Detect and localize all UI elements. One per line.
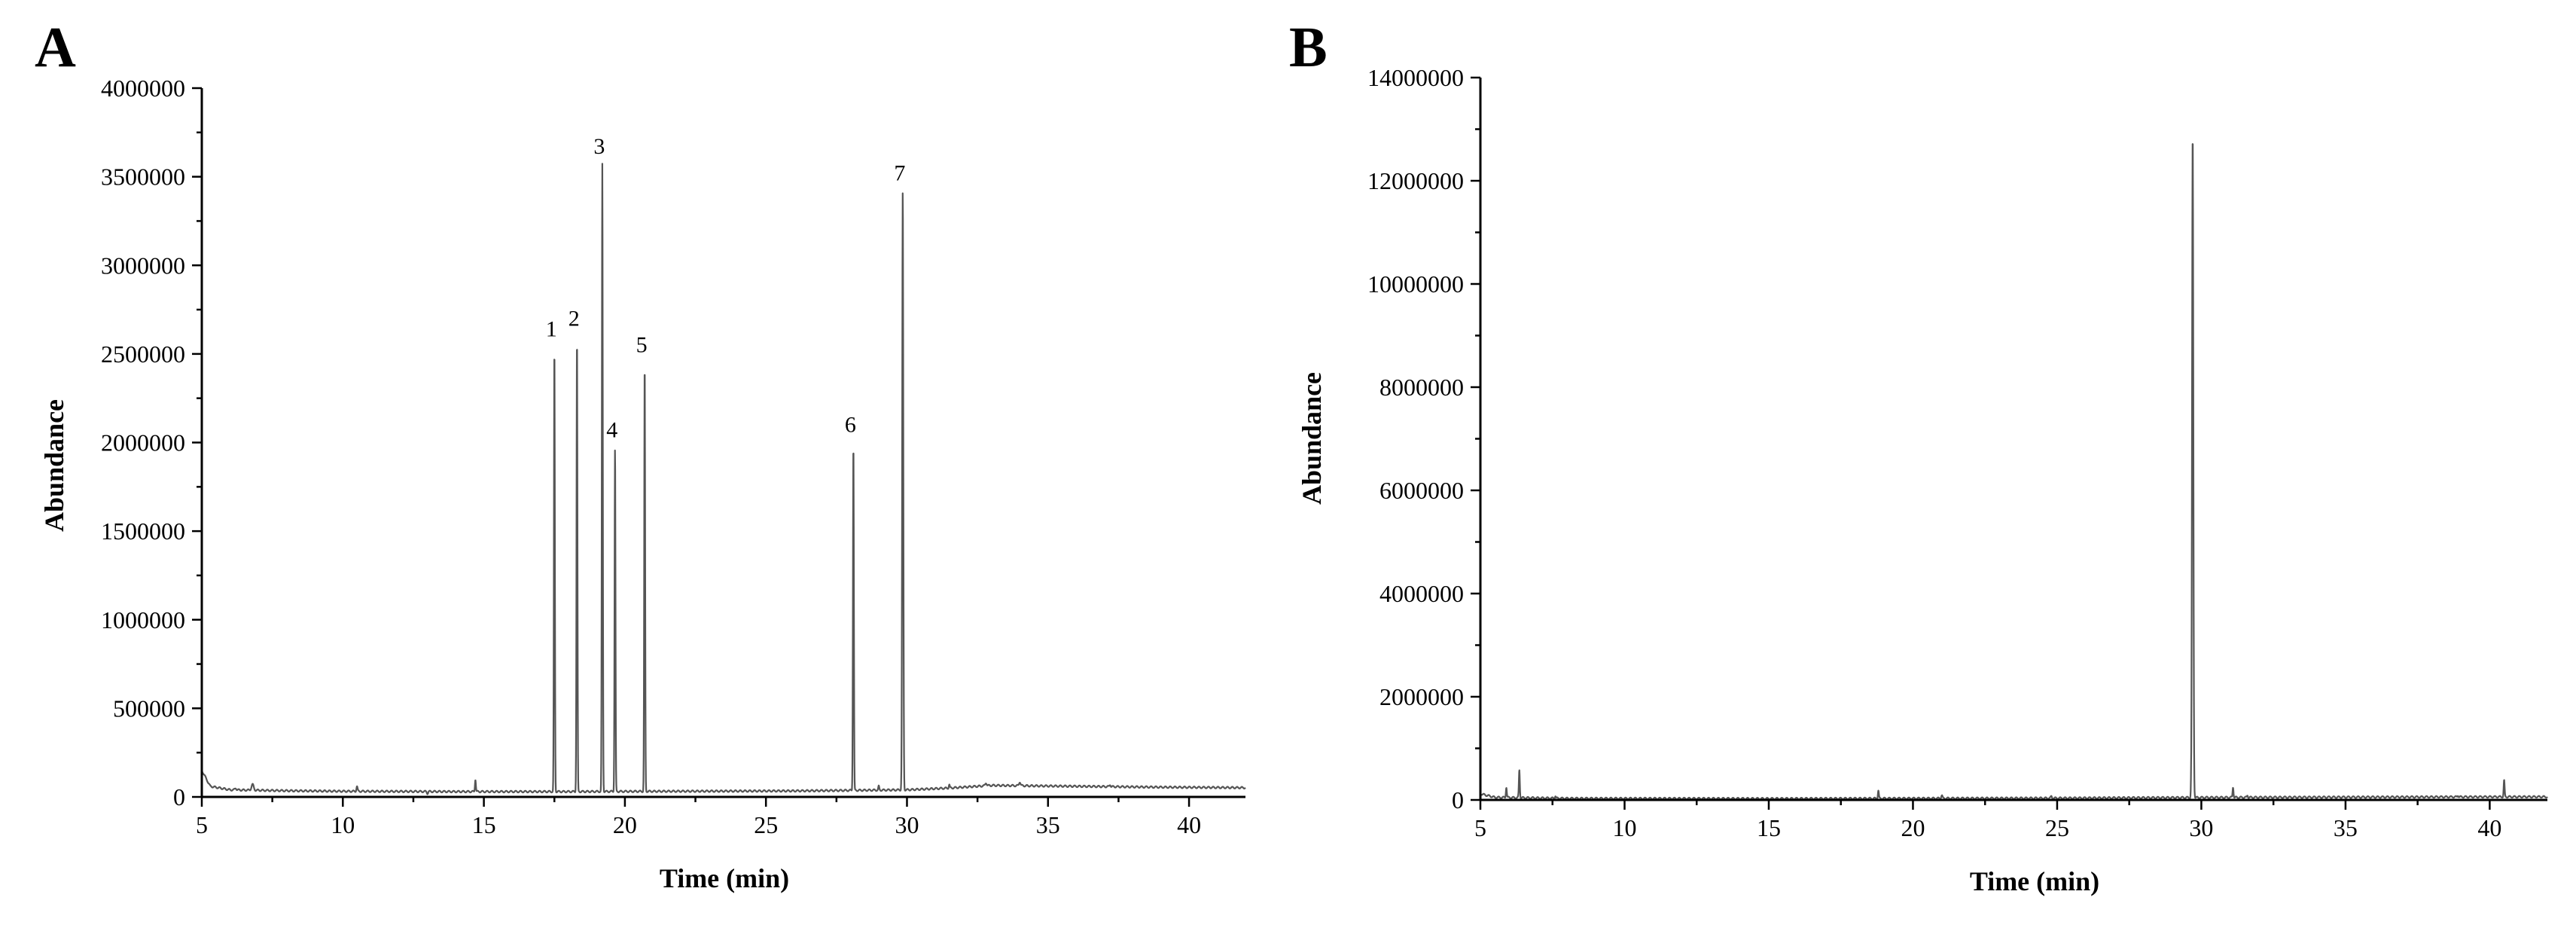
panel-b-x-axis-title: Time (min) — [1970, 866, 2099, 896]
panel-a-y-tick-label: 0 — [173, 783, 185, 810]
panel-b-x-tick-label: 40 — [2477, 814, 2501, 841]
panel-b: B 0 2000000 4000000 6000000 8000000 10000000 1… — [1289, 16, 2548, 896]
panel-a-peak-label: 7 — [894, 160, 905, 185]
panel-b-chromatogram-trace — [1480, 143, 2548, 801]
panel-b-x-tick-label: 30 — [2189, 814, 2213, 841]
panel-b-y-tick-label: 4000000 — [1379, 580, 1464, 607]
panel-a-y-tick-label: 500000 — [113, 694, 185, 722]
panel-a-y-tick-label: 4000000 — [101, 75, 185, 102]
panel-b-ticks — [1471, 76, 2491, 810]
panel-a-x-axis-title: Time (min) — [660, 863, 789, 893]
panel-a-y-tick-label: 1000000 — [101, 606, 185, 633]
panel-a-ticks — [192, 87, 1190, 807]
panel-a-y-tick-label: 2000000 — [101, 429, 185, 456]
panel-a-y-tick-label: 3500000 — [101, 163, 185, 191]
panel-a-x-tick-label: 40 — [1177, 811, 1201, 838]
panel-a-y-tick-label: 3000000 — [101, 252, 185, 279]
panel-b-labels: 0 2000000 4000000 6000000 8000000 10000000 120… — [1367, 64, 2501, 841]
panel-b-x-tick-label: 25 — [2045, 814, 2069, 841]
panel-b-y-tick-label: 6000000 — [1379, 477, 1464, 504]
panel-a-trace-layer — [200, 163, 1246, 795]
panel-a-x-tick-label: 30 — [895, 811, 919, 838]
panel-b-y-tick-label: 14000000 — [1367, 64, 1464, 91]
panel-a-peak-label: 4 — [606, 418, 617, 443]
panel-a-x-tick-label: 20 — [613, 811, 637, 838]
panel-a-axes — [200, 88, 1245, 798]
panel-a-x-tick-label: 10 — [331, 811, 355, 838]
panel-b-x-tick-label: 5 — [1474, 814, 1486, 841]
panel-b-y-tick-label: 12000000 — [1367, 167, 1464, 194]
panel-a: A 0 500000 1000000 1500000 2000000 2500000 300… — [35, 16, 1246, 893]
panel-a-labels: 0 500000 1000000 1500000 2000000 2500000 30000… — [101, 75, 1201, 838]
panel-a-y-axis-title: Abundance — [39, 399, 69, 532]
panel-b-y-tick-label: 8000000 — [1379, 374, 1464, 401]
panel-a-peak-label: 1 — [546, 316, 557, 341]
panel-b-y-axis-title: Abundance — [1297, 372, 1327, 505]
panel-b-y-tick-label: 0 — [1452, 786, 1464, 813]
panel-a-x-tick-label: 25 — [754, 811, 778, 838]
panel-a-peak-label: 3 — [593, 134, 605, 159]
panel-a-x-tick-label: 5 — [196, 811, 208, 838]
panel-b-x-tick-label: 20 — [1901, 814, 1925, 841]
panel-a-chromatogram-trace — [200, 163, 1246, 795]
panel-b-x-tick-label: 15 — [1757, 814, 1781, 841]
panel-a-x-tick-label: 35 — [1036, 811, 1060, 838]
panel-b-y-tick-label: 2000000 — [1379, 683, 1464, 710]
panel-letter-a: A — [35, 16, 76, 79]
panel-b-trace-layer — [1480, 143, 2548, 801]
panel-b-x-tick-label: 35 — [2334, 814, 2358, 841]
panel-letter-b: B — [1289, 16, 1328, 79]
panel-b-y-tick-label: 10000000 — [1367, 270, 1464, 298]
panel-b-x-tick-label: 10 — [1612, 814, 1636, 841]
panel-a-y-tick-label: 2500000 — [101, 340, 185, 368]
panel-a-peak-label: 5 — [636, 333, 648, 358]
panel-b-axes — [1479, 78, 2547, 801]
panel-a-peak-label: 6 — [845, 413, 856, 438]
panel-a-peak-label: 2 — [569, 306, 580, 331]
panel-a-x-tick-label: 15 — [472, 811, 496, 838]
panel-a-y-tick-label: 1500000 — [101, 517, 185, 545]
